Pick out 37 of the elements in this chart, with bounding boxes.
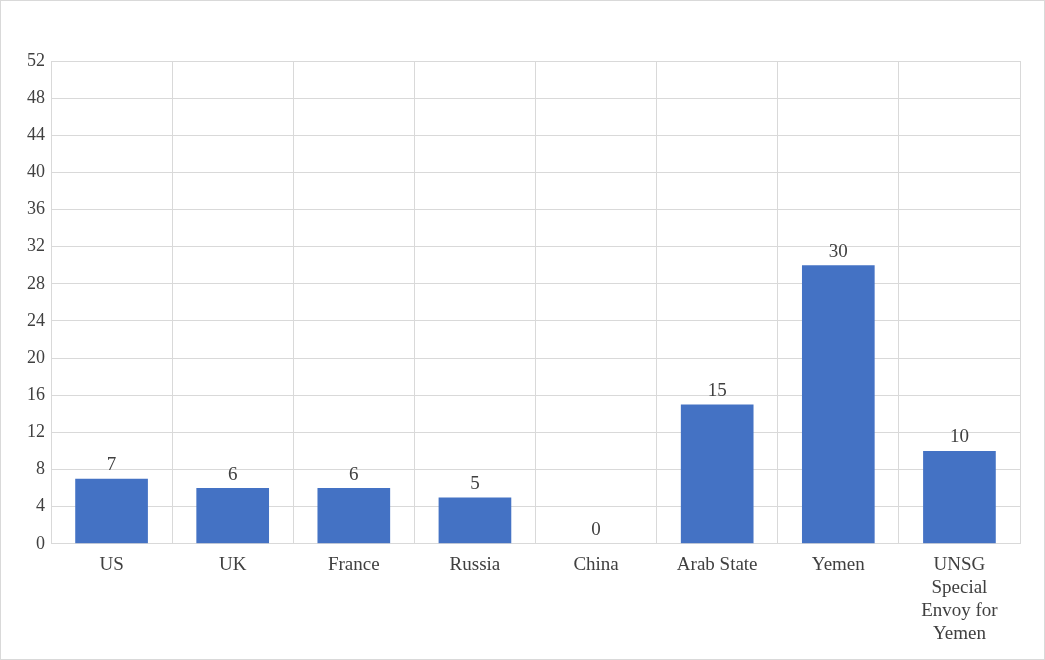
x-tick-label: UK xyxy=(218,553,247,575)
y-tick-label: 48 xyxy=(27,86,45,107)
x-tick-label: Arab State xyxy=(676,553,758,575)
data-label: 15 xyxy=(707,379,727,401)
data-label: 6 xyxy=(349,462,359,484)
y-tick-label: 0 xyxy=(36,532,45,553)
y-tick-label: 8 xyxy=(36,458,45,479)
x-tick-label: Yemen xyxy=(811,553,866,575)
data-label: 10 xyxy=(949,425,969,447)
data-label: 7 xyxy=(106,453,117,475)
y-tick-label: 32 xyxy=(27,235,45,256)
y-tick-label: 40 xyxy=(27,161,45,182)
bar xyxy=(196,488,270,544)
bar xyxy=(317,488,391,544)
data-label: 5 xyxy=(470,471,480,493)
y-tick-label: 4 xyxy=(36,495,45,516)
bar xyxy=(923,450,996,544)
y-tick-label: 20 xyxy=(27,346,45,367)
x-tick-label: China xyxy=(573,553,620,575)
y-tick-label: 28 xyxy=(27,272,45,293)
y-tick-label: 16 xyxy=(27,383,45,404)
data-label: 30 xyxy=(828,239,848,261)
y-tick-label: 52 xyxy=(27,49,45,70)
x-tick-label: France xyxy=(327,553,380,575)
y-tick-label: 24 xyxy=(27,309,45,330)
x-tick-label: UNSG Special Envoy for Yemen xyxy=(921,553,999,643)
data-label: 6 xyxy=(227,462,238,484)
x-tick-label: US xyxy=(99,553,124,575)
x-tick-label: Russia xyxy=(449,553,501,575)
y-tick-label: 36 xyxy=(27,198,45,219)
bar xyxy=(438,497,512,544)
bar xyxy=(75,478,148,544)
y-tick-label: 44 xyxy=(27,124,45,145)
data-label: 0 xyxy=(591,518,601,540)
bar xyxy=(801,265,875,544)
bar xyxy=(680,404,754,544)
y-tick-label: 12 xyxy=(27,421,45,442)
